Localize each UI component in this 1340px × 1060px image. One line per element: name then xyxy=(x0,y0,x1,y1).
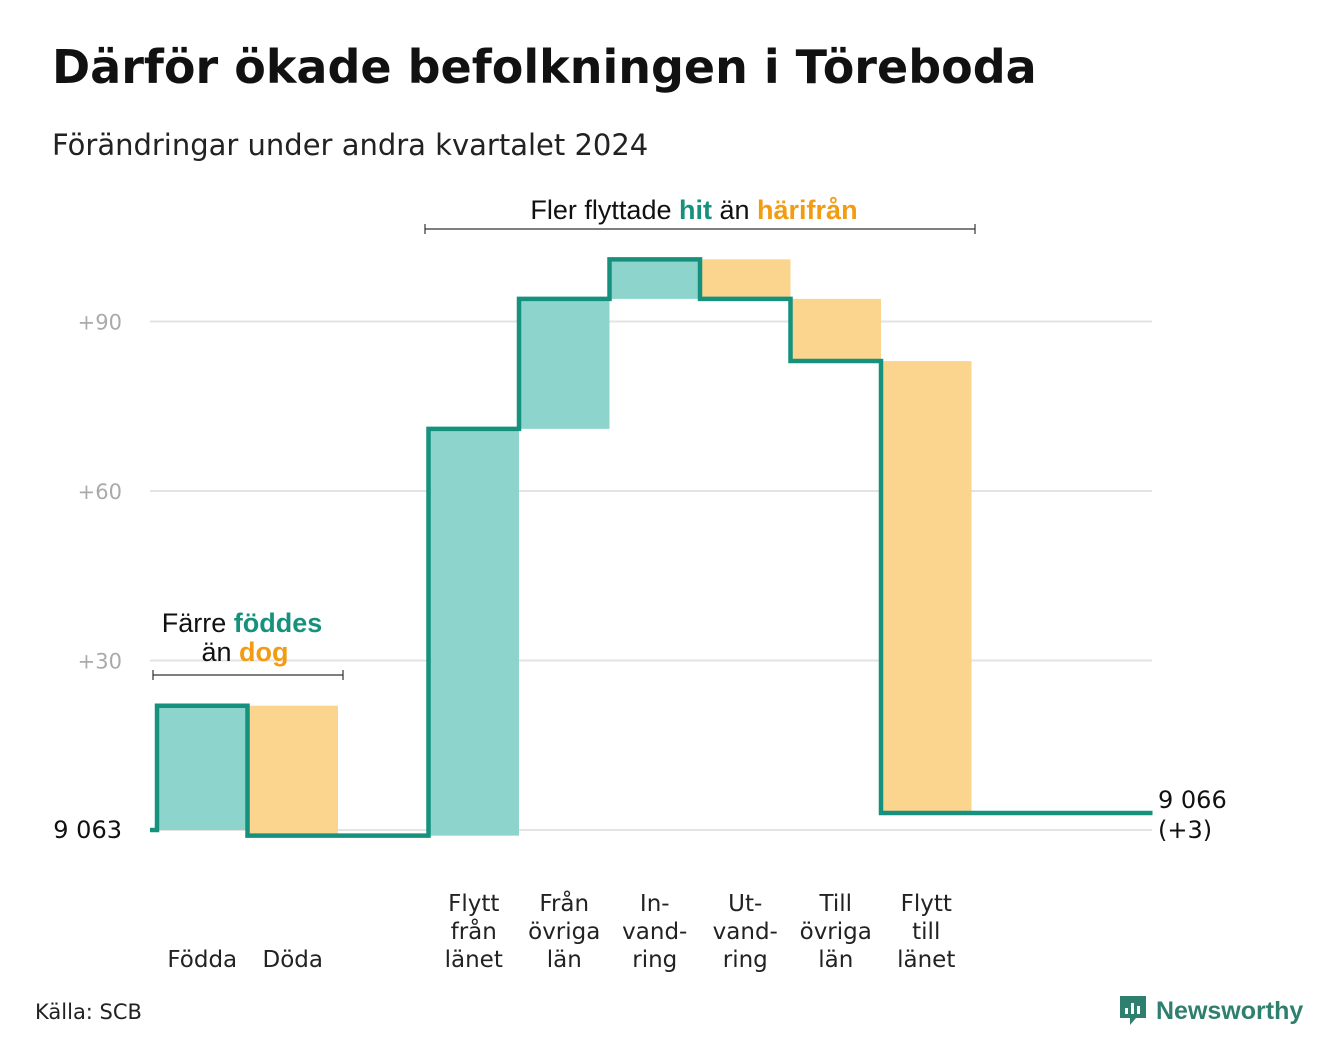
y-tick-label: 9 063 xyxy=(53,816,122,844)
migration-annotation: Fler flyttade hit än härifrån xyxy=(424,195,976,234)
category-label: från xyxy=(451,917,497,945)
bar-döda xyxy=(247,705,338,836)
category-label: Födda xyxy=(167,947,237,973)
category-label: län xyxy=(818,947,853,973)
bar-utvandring xyxy=(700,259,791,299)
step-line xyxy=(150,257,1153,838)
category-label: ring xyxy=(632,947,677,973)
category-label: In- xyxy=(640,891,670,917)
y-tick-label: +30 xyxy=(78,650,122,674)
y-tick-label: +90 xyxy=(78,311,122,335)
chart-title: Därför ökade befolkningen i Töreboda xyxy=(52,40,1037,94)
birth-death-annotation-line2: än dog xyxy=(201,637,288,667)
end-label-group: 9 066 (+3) xyxy=(1158,786,1227,844)
category-label: län xyxy=(547,947,582,973)
source-note: Källa: SCB xyxy=(35,1000,142,1024)
category-label: ring xyxy=(723,947,768,973)
bars xyxy=(157,259,972,836)
category-label: till xyxy=(912,919,940,945)
category-label: Ut- xyxy=(728,891,762,917)
category-label: vand- xyxy=(622,919,687,945)
category-labels: Födda DödaFlyttfrånlänetFrånövrigalänIn-v… xyxy=(167,889,955,973)
newsworthy-logo-icon xyxy=(1120,996,1146,1025)
brand-logo[interactable]: Newsworthy xyxy=(1118,994,1303,1028)
category-label: Från xyxy=(539,889,589,917)
end-change-label: (+3) xyxy=(1158,816,1212,844)
birth-death-annotation-line1: Färre föddes xyxy=(162,608,323,638)
category-label: länet xyxy=(445,947,503,973)
category-label: vand- xyxy=(713,919,778,945)
end-value-label: 9 066 xyxy=(1158,786,1227,814)
cumulative-step-line xyxy=(150,257,1153,838)
bar-frånövrigalän xyxy=(519,298,610,429)
y-axis-ticks: 9 063 +30 +60 +90 xyxy=(53,311,122,845)
category-label: övriga xyxy=(800,919,872,945)
chart-subtitle: Förändringar under andra kvartalet 2024 xyxy=(52,128,649,162)
category-label: länet xyxy=(897,947,955,973)
category-label: Flytt xyxy=(448,891,499,917)
category-label: övriga xyxy=(528,919,600,945)
y-tick-label: +60 xyxy=(78,480,122,504)
category-label: Flytt xyxy=(901,891,952,917)
brand-name: Newsworthy xyxy=(1156,996,1304,1025)
migration-annotation-text: Fler flyttade hit än härifrån xyxy=(530,195,857,225)
category-label: Till xyxy=(818,891,852,917)
bar-tillövrigalän xyxy=(790,298,881,362)
bar-flytttilllänet xyxy=(881,361,972,814)
bar-flyttfrånlänet xyxy=(428,428,519,836)
birth-death-annotation: Färre föddes än dog xyxy=(152,608,344,680)
category-label: Döda xyxy=(263,947,323,973)
bar-födda xyxy=(157,705,248,830)
bar-invandring xyxy=(609,259,700,299)
